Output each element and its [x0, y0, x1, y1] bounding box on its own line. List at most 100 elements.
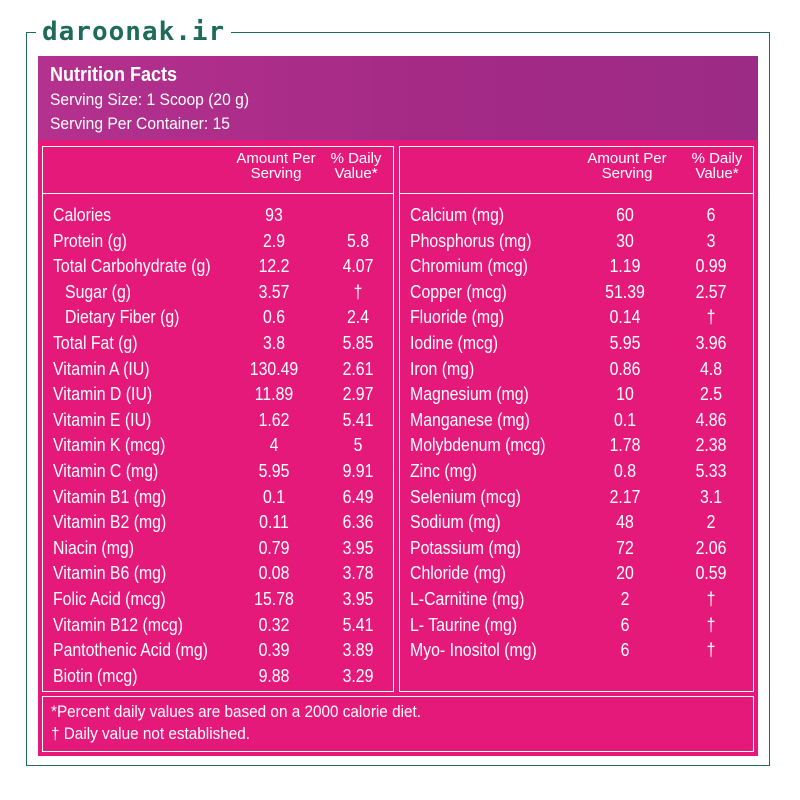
nutrient-daily-value: 3 [706, 230, 716, 251]
nutrient-daily-value: 5.85 [342, 332, 374, 353]
nutrient-row: Selenium (mcg) 2.17 3.1 [400, 485, 753, 511]
nutrient-amount: 1.62 [258, 409, 290, 430]
nutrient-amount: 2.9 [262, 230, 286, 251]
nutrient-amount: 9.88 [258, 665, 290, 686]
nutrient-name: Vitamin B2 (mg) [53, 512, 167, 533]
nutrient-row: Vitamin D (IU) 11.89 2.97 [43, 382, 393, 408]
nutrient-name: Vitamin A (IU) [53, 358, 150, 379]
nutrient-amount: 10 [616, 384, 634, 405]
nutrient-name: Total Carbohydrate (g) [53, 256, 211, 277]
dv-header-line2: Value* [695, 165, 739, 182]
left-rows: Calories 93 Protein (g) 2.9 5.8 Total Carbohy… [43, 203, 393, 689]
nutrient-daily-value: 5.41 [342, 409, 374, 430]
nutrient-row: Vitamin A (IU) 130.49 2.61 [43, 357, 393, 383]
nutrient-amount: 0.11 [259, 512, 289, 533]
nutrient-daily-value: 2.06 [695, 537, 727, 558]
nutrient-amount: 0.08 [258, 563, 290, 584]
nutrient-name: Copper (mcg) [410, 281, 507, 302]
nutrient-daily-value: 3.95 [342, 537, 374, 558]
nutrient-daily-value: 2.38 [695, 435, 727, 456]
nutrient-row: Vitamin B2 (mg) 0.11 6.36 [43, 510, 393, 536]
nutrient-amount: 1.78 [609, 435, 641, 456]
nutrient-name: Iodine (mcg) [410, 332, 499, 353]
nutrition-facts-panel: Nutrition Facts Serving Size: 1 Scoop (2… [38, 56, 758, 756]
nutrient-amount: 12.2 [258, 256, 290, 277]
nutrition-header: Nutrition Facts Serving Size: 1 Scoop (2… [38, 56, 758, 140]
nutrient-daily-value: 2.57 [695, 281, 727, 302]
nutrient-name: Folic Acid (mcg) [53, 588, 166, 609]
nutrient-row: Niacin (mg) 0.79 3.95 [43, 536, 393, 562]
dv-header-line1: % Daily [691, 150, 743, 167]
nutrient-amount: 72 [616, 537, 634, 558]
nutrient-amount: 130.49 [249, 358, 299, 379]
nutrient-amount: 30 [616, 230, 634, 251]
servings-per-container: Serving Per Container: 15 [50, 114, 230, 133]
nutrient-row: Protein (g) 2.9 5.8 [43, 229, 393, 255]
nutrient-row: Zinc (mg) 0.8 5.33 [400, 459, 753, 485]
nutrient-daily-value: 2.4 [346, 307, 370, 328]
nutrient-daily-value: † [706, 588, 716, 609]
nutrient-row: Molybdenum (mcg) 1.78 2.38 [400, 433, 753, 459]
nutrient-name: Myo- Inositol (mg) [410, 640, 537, 661]
amount-header: Amount Per Serving [572, 151, 682, 181]
nutrient-daily-value: 4.86 [695, 409, 727, 430]
amount-header: Amount Per Serving [221, 151, 331, 181]
nutrient-amount: 0.1 [613, 409, 637, 430]
nutrient-daily-value: 2.61 [342, 358, 374, 379]
nutrient-row: Vitamin E (IU) 1.62 5.41 [43, 408, 393, 434]
nutrient-amount: 5.95 [258, 460, 290, 481]
nutrient-name: Sugar (g) [65, 281, 132, 302]
nutrient-row: Magnesium (mg) 10 2.5 [400, 382, 753, 408]
nutrient-name: Vitamin C (mg) [53, 460, 159, 481]
nutrient-amount: 3.8 [262, 332, 286, 353]
nutrient-name: Vitamin K (mcg) [53, 435, 166, 456]
nutrient-row: Manganese (mg) 0.1 4.86 [400, 408, 753, 434]
nutrient-name: Molybdenum (mcg) [410, 435, 546, 456]
amount-header-line1: Amount Per [236, 150, 316, 167]
nutrient-amount: 0.86 [609, 358, 641, 379]
amount-header-line2: Serving [250, 165, 302, 182]
nutrient-amount: 1.19 [609, 256, 641, 277]
nutrient-row: Calories 93 [43, 203, 393, 229]
dv-header-line1: % Daily [330, 150, 382, 167]
nutrient-row: Chloride (mg) 20 0.59 [400, 561, 753, 587]
nutrient-amount: 2 [620, 588, 630, 609]
nutrient-row: Vitamin B12 (mcg) 0.32 5.41 [43, 613, 393, 639]
nutrient-name: Potassium (mg) [410, 537, 521, 558]
nutrient-amount: 0.32 [258, 614, 290, 635]
nutrient-name: Chloride (mg) [410, 563, 506, 584]
nutrient-row: Calcium (mg) 60 6 [400, 203, 753, 229]
nutrient-name: L-Carnitine (mg) [410, 588, 525, 609]
nutrient-daily-value: 4.8 [699, 358, 723, 379]
nutrient-daily-value: 2.97 [342, 384, 374, 405]
nutrient-name: Calcium (mg) [410, 205, 505, 225]
nutrient-row: Myo- Inositol (mg) 6 † [400, 638, 753, 664]
nutrient-name: Total Fat (g) [53, 332, 138, 353]
nutrient-name: Vitamin E (IU) [53, 409, 152, 430]
footnote-not-established: † Daily value not established. [51, 724, 251, 743]
nutrient-name: Magnesium (mg) [410, 384, 529, 405]
nutrient-daily-value: 6.49 [342, 486, 374, 507]
nutrient-amount: 0.8 [613, 460, 637, 481]
nutrient-daily-value: 3.96 [695, 332, 727, 353]
nutrient-amount: 48 [616, 512, 634, 533]
nutrient-daily-value: 5 [353, 435, 363, 456]
nutrient-amount: 15.78 [254, 588, 294, 609]
nutrient-amount: 0.14 [609, 307, 641, 328]
nutrient-daily-value: 3.78 [342, 563, 374, 584]
nutrient-amount: 0.1 [262, 486, 286, 507]
daily-value-header: % Daily Value* [662, 151, 772, 181]
nutrient-amount: 60 [616, 205, 634, 225]
nutrient-name: Chromium (mcg) [410, 256, 528, 277]
nutrient-name: Dietary Fiber (g) [65, 307, 180, 328]
nutrient-row: Vitamin K (mcg) 4 5 [43, 433, 393, 459]
nutrient-daily-value: 0.99 [695, 256, 727, 277]
nutrient-daily-value: 4.07 [342, 256, 374, 277]
nutrient-row: L- Taurine (mg) 6 † [400, 613, 753, 639]
nutrient-row: Chromium (mcg) 1.19 0.99 [400, 254, 753, 280]
nutrient-row: Pantothenic Acid (mg) 0.39 3.89 [43, 638, 393, 664]
nutrient-row: Total Carbohydrate (g) 12.2 4.07 [43, 254, 393, 280]
nutrient-amount: 0.79 [258, 537, 290, 558]
nutrient-daily-value: 5.33 [695, 460, 727, 481]
nutrient-name: Selenium (mcg) [410, 486, 521, 507]
